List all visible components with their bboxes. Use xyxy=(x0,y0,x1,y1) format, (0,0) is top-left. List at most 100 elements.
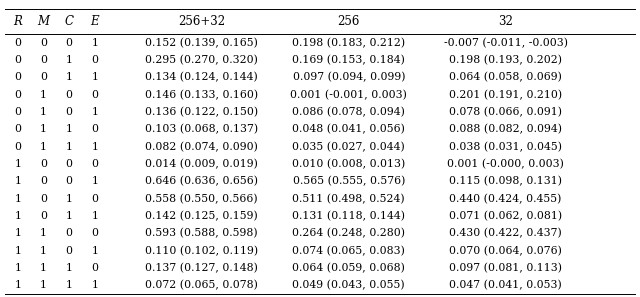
Text: 0.010 (0.008, 0.013): 0.010 (0.008, 0.013) xyxy=(292,159,405,169)
Text: 1: 1 xyxy=(66,280,72,290)
Text: 0.070 (0.064, 0.076): 0.070 (0.064, 0.076) xyxy=(449,246,562,256)
Text: 1: 1 xyxy=(40,124,47,135)
Text: 0.142 (0.125, 0.159): 0.142 (0.125, 0.159) xyxy=(145,211,258,221)
Text: 0.137 (0.127, 0.148): 0.137 (0.127, 0.148) xyxy=(145,263,258,273)
Text: 1: 1 xyxy=(40,107,47,117)
Text: 0.295 (0.270, 0.320): 0.295 (0.270, 0.320) xyxy=(145,55,258,65)
Text: 0: 0 xyxy=(66,246,72,256)
Text: 0: 0 xyxy=(66,38,72,48)
Text: 0.048 (0.041, 0.056): 0.048 (0.041, 0.056) xyxy=(292,124,405,135)
Text: 1: 1 xyxy=(92,280,98,290)
Text: 0.115 (0.098, 0.131): 0.115 (0.098, 0.131) xyxy=(449,176,562,187)
Text: R: R xyxy=(13,15,22,28)
Text: 0.558 (0.550, 0.566): 0.558 (0.550, 0.566) xyxy=(145,194,258,204)
Text: 1: 1 xyxy=(40,263,47,273)
Text: 1: 1 xyxy=(92,211,98,221)
Text: 0.169 (0.153, 0.184): 0.169 (0.153, 0.184) xyxy=(292,55,405,65)
Text: 1: 1 xyxy=(92,176,98,187)
Text: 0.047 (0.041, 0.053): 0.047 (0.041, 0.053) xyxy=(449,280,562,290)
Text: 0: 0 xyxy=(92,55,98,65)
Text: 0: 0 xyxy=(15,142,21,152)
Text: 0.134 (0.124, 0.144): 0.134 (0.124, 0.144) xyxy=(145,72,258,83)
Text: 0: 0 xyxy=(40,72,47,83)
Text: 0.074 (0.065, 0.083): 0.074 (0.065, 0.083) xyxy=(292,246,405,256)
Text: 0: 0 xyxy=(40,211,47,221)
Text: 256: 256 xyxy=(338,15,360,28)
Text: 0.097 (0.081, 0.113): 0.097 (0.081, 0.113) xyxy=(449,263,562,273)
Text: 1: 1 xyxy=(92,72,98,83)
Text: 1: 1 xyxy=(40,246,47,256)
Text: 0.136 (0.122, 0.150): 0.136 (0.122, 0.150) xyxy=(145,107,258,117)
Text: 0: 0 xyxy=(92,90,98,100)
Text: 0.103 (0.068, 0.137): 0.103 (0.068, 0.137) xyxy=(145,124,258,135)
Text: 1: 1 xyxy=(15,246,21,256)
Text: 1: 1 xyxy=(15,263,21,273)
Text: 0.646 (0.636, 0.656): 0.646 (0.636, 0.656) xyxy=(145,176,258,187)
Text: E: E xyxy=(90,15,99,28)
Text: 0: 0 xyxy=(66,107,72,117)
Text: 256+32: 256+32 xyxy=(178,15,225,28)
Text: 0: 0 xyxy=(15,90,21,100)
Text: 1: 1 xyxy=(15,194,21,204)
Text: 0: 0 xyxy=(66,176,72,187)
Text: 0.064 (0.059, 0.068): 0.064 (0.059, 0.068) xyxy=(292,263,405,273)
Text: 0.086 (0.078, 0.094): 0.086 (0.078, 0.094) xyxy=(292,107,405,117)
Text: 1: 1 xyxy=(15,176,21,187)
Text: 0.110 (0.102, 0.119): 0.110 (0.102, 0.119) xyxy=(145,246,258,256)
Text: 0: 0 xyxy=(40,194,47,204)
Text: 0: 0 xyxy=(66,90,72,100)
Text: 0: 0 xyxy=(15,72,21,83)
Text: 1: 1 xyxy=(15,211,21,221)
Text: 1: 1 xyxy=(15,159,21,169)
Text: 0: 0 xyxy=(40,176,47,187)
Text: 0.035 (0.027, 0.044): 0.035 (0.027, 0.044) xyxy=(292,142,405,152)
Text: 0: 0 xyxy=(66,159,72,169)
Text: 1: 1 xyxy=(66,55,72,65)
Text: 0.201 (0.191, 0.210): 0.201 (0.191, 0.210) xyxy=(449,90,562,100)
Text: 0.593 (0.588, 0.598): 0.593 (0.588, 0.598) xyxy=(145,228,258,238)
Text: 0: 0 xyxy=(15,107,21,117)
Text: 0: 0 xyxy=(66,228,72,238)
Text: 0.131 (0.118, 0.144): 0.131 (0.118, 0.144) xyxy=(292,211,405,221)
Text: 0.001 (-0.000, 0.003): 0.001 (-0.000, 0.003) xyxy=(447,159,564,169)
Text: 0: 0 xyxy=(40,55,47,65)
Text: 1: 1 xyxy=(40,142,47,152)
Text: 0: 0 xyxy=(92,124,98,135)
Text: 32: 32 xyxy=(498,15,513,28)
Text: 1: 1 xyxy=(66,142,72,152)
Text: 0.097 (0.094, 0.099): 0.097 (0.094, 0.099) xyxy=(292,72,405,83)
Text: 0: 0 xyxy=(92,159,98,169)
Text: 0.565 (0.555, 0.576): 0.565 (0.555, 0.576) xyxy=(292,176,405,187)
Text: 0.049 (0.043, 0.055): 0.049 (0.043, 0.055) xyxy=(292,280,405,290)
Text: 0: 0 xyxy=(15,38,21,48)
Text: 0.038 (0.031, 0.045): 0.038 (0.031, 0.045) xyxy=(449,142,562,152)
Text: 1: 1 xyxy=(66,72,72,83)
Text: 1: 1 xyxy=(92,142,98,152)
Text: 0.082 (0.074, 0.090): 0.082 (0.074, 0.090) xyxy=(145,142,258,152)
Text: 0: 0 xyxy=(15,55,21,65)
Text: 0.440 (0.424, 0.455): 0.440 (0.424, 0.455) xyxy=(449,194,562,204)
Text: 0.078 (0.066, 0.091): 0.078 (0.066, 0.091) xyxy=(449,107,562,117)
Text: 0: 0 xyxy=(92,194,98,204)
Text: 0: 0 xyxy=(40,159,47,169)
Text: 0.088 (0.082, 0.094): 0.088 (0.082, 0.094) xyxy=(449,124,562,135)
Text: 0.152 (0.139, 0.165): 0.152 (0.139, 0.165) xyxy=(145,38,258,48)
Text: 1: 1 xyxy=(92,38,98,48)
Text: 0.071 (0.062, 0.081): 0.071 (0.062, 0.081) xyxy=(449,211,562,221)
Text: 0.072 (0.065, 0.078): 0.072 (0.065, 0.078) xyxy=(145,280,258,290)
Text: 1: 1 xyxy=(40,280,47,290)
Text: 1: 1 xyxy=(66,124,72,135)
Text: 0: 0 xyxy=(15,124,21,135)
Text: 0.014 (0.009, 0.019): 0.014 (0.009, 0.019) xyxy=(145,159,258,169)
Text: 1: 1 xyxy=(66,194,72,204)
Text: 0.430 (0.422, 0.437): 0.430 (0.422, 0.437) xyxy=(449,228,562,238)
Text: 0.064 (0.058, 0.069): 0.064 (0.058, 0.069) xyxy=(449,72,562,83)
Text: 0.198 (0.193, 0.202): 0.198 (0.193, 0.202) xyxy=(449,55,562,65)
Text: 1: 1 xyxy=(15,280,21,290)
Text: 1: 1 xyxy=(40,90,47,100)
Text: 1: 1 xyxy=(92,246,98,256)
Text: 0.511 (0.498, 0.524): 0.511 (0.498, 0.524) xyxy=(292,194,405,204)
Text: 0.264 (0.248, 0.280): 0.264 (0.248, 0.280) xyxy=(292,228,405,238)
Text: C: C xyxy=(65,15,74,28)
Text: 0: 0 xyxy=(92,263,98,273)
